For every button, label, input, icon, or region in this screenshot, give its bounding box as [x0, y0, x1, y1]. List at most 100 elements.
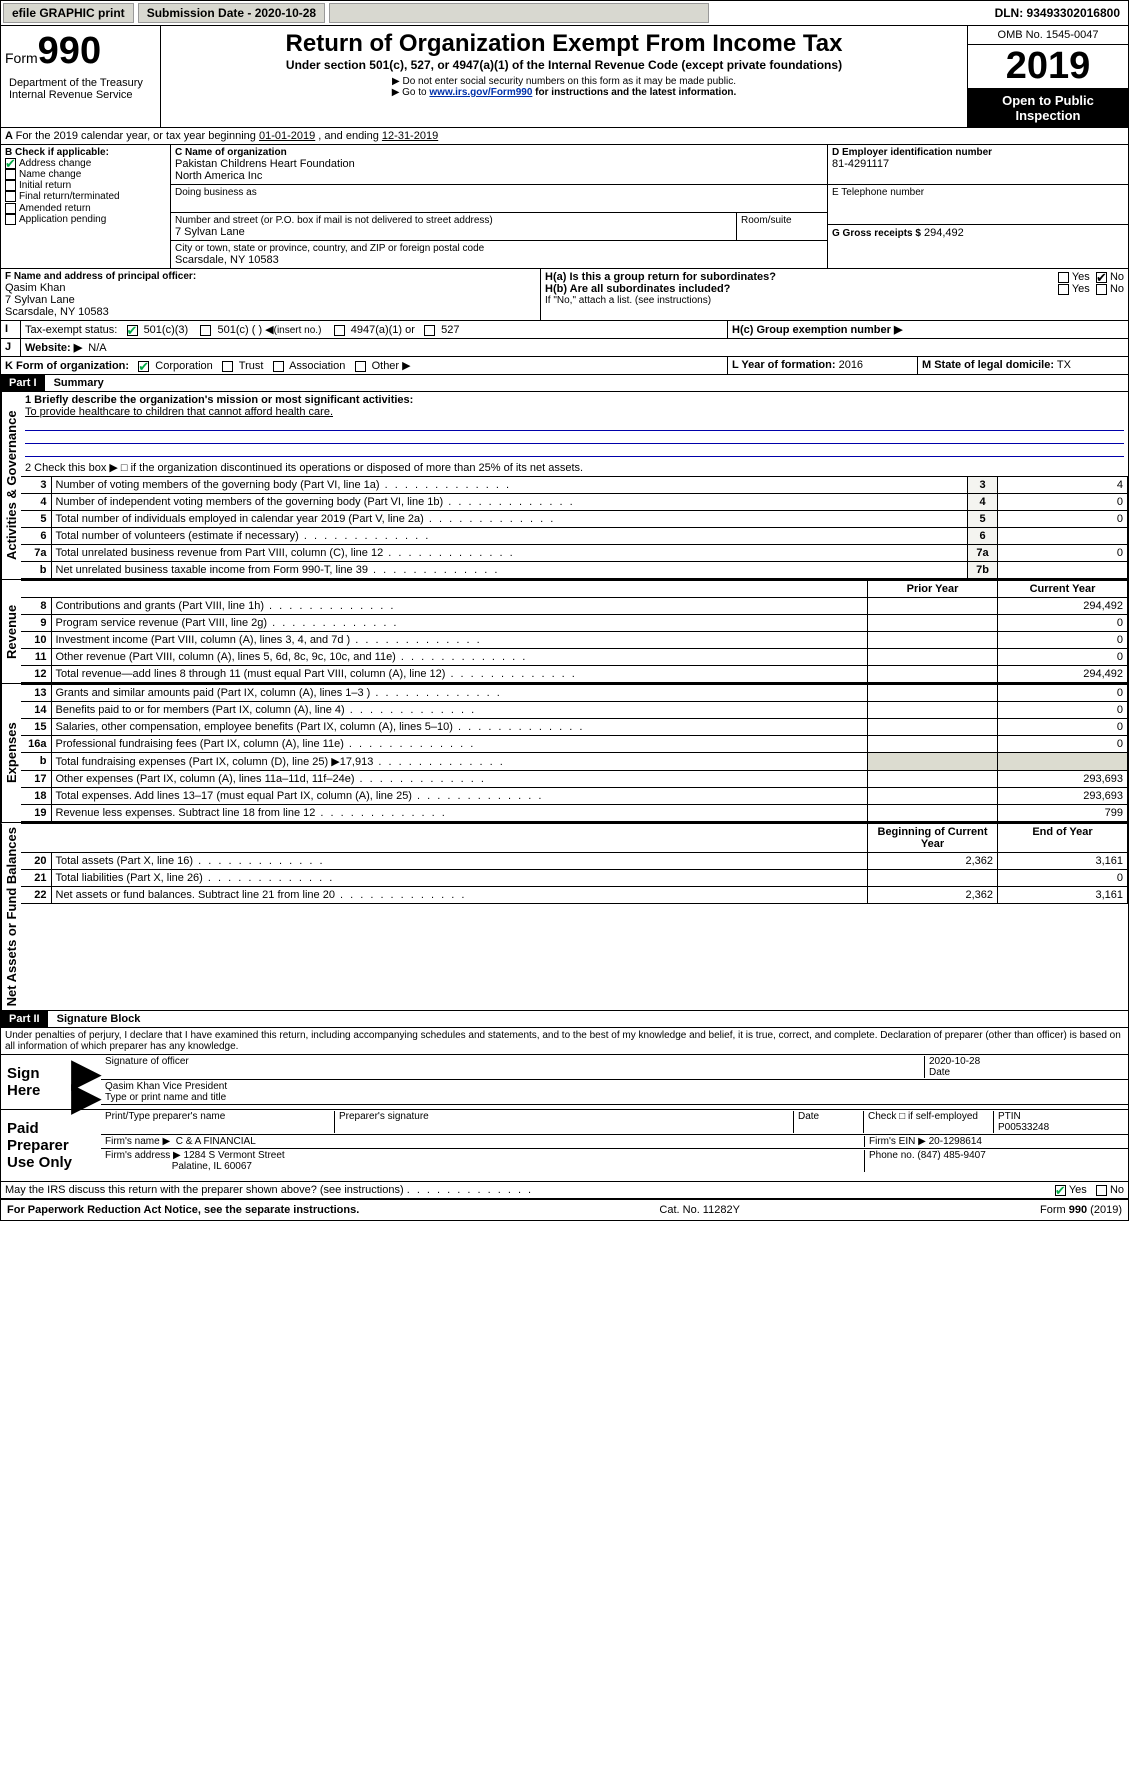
efile-button[interactable]: efile GRAPHIC print: [3, 3, 134, 23]
table-header-row: Prior Year Current Year: [21, 581, 1128, 598]
gross-receipts: 294,492: [924, 227, 964, 239]
table-row: 16a Professional fundraising fees (Part …: [21, 736, 1128, 753]
blank-button[interactable]: [329, 3, 709, 23]
discuss-row: May the IRS discuss this return with the…: [1, 1181, 1128, 1199]
perjury-text: Under penalties of perjury, I declare th…: [1, 1028, 1128, 1054]
open-inspection: Open to Public Inspection: [968, 89, 1128, 127]
sig-date-value: 2020-10-28: [929, 1056, 1124, 1067]
firm-ein: 20-1298614: [929, 1136, 982, 1147]
irs-link[interactable]: www.irs.gov/Form990: [429, 87, 532, 98]
table-row: 3 Number of voting members of the govern…: [21, 477, 1128, 494]
section-f-h: F Name and address of principal officer:…: [1, 269, 1128, 321]
box-f-label: F Name and address of principal officer:: [5, 271, 536, 282]
officer-city: Scarsdale, NY 10583: [5, 306, 536, 318]
street-value: 7 Sylvan Lane: [175, 226, 732, 238]
goto-note: ▶ Go to www.irs.gov/Form990 for instruct…: [165, 87, 963, 98]
firm-addr1: 1284 S Vermont Street: [184, 1150, 285, 1161]
chk-address-change[interactable]: Address change: [5, 158, 166, 169]
website-value: N/A: [88, 342, 106, 354]
ssn-note: ▶ Do not enter social security numbers o…: [165, 76, 963, 87]
table-row: 6 Total number of volunteers (estimate i…: [21, 528, 1128, 545]
table-row: b Total fundraising expenses (Part IX, c…: [21, 753, 1128, 771]
part1-revenue: Revenue Prior Year Current Year8 Contrib…: [1, 580, 1128, 684]
ptin-value: P00533248: [998, 1122, 1124, 1133]
form-footer: For Paperwork Reduction Act Notice, see …: [1, 1199, 1128, 1220]
part-2-header: Part II Signature Block: [1, 1011, 1128, 1028]
part-1-header: Part I Summary: [1, 375, 1128, 392]
ein-value: 81-4291117: [832, 158, 1124, 170]
org-name-1: Pakistan Childrens Heart Foundation: [175, 158, 823, 170]
h-b-note: If "No," attach a list. (see instruction…: [545, 295, 1124, 306]
revenue-table: Prior Year Current Year8 Contributions a…: [21, 580, 1128, 683]
cat-no: Cat. No. 11282Y: [659, 1204, 740, 1216]
submission-date-button[interactable]: Submission Date - 2020-10-28: [138, 3, 325, 23]
h-a-row: H(a) Is this a group return for subordin…: [545, 271, 1124, 283]
h-b-row: H(b) Are all subordinates included? Yes …: [545, 283, 1124, 295]
form-subtitle: Under section 501(c), 527, or 4947(a)(1)…: [165, 58, 963, 72]
table-row: 19 Revenue less expenses. Subtract line …: [21, 805, 1128, 822]
top-toolbar: efile GRAPHIC print Submission Date - 20…: [0, 0, 1129, 26]
table-row: 9 Program service revenue (Part VIII, li…: [21, 615, 1128, 632]
box-b-label: B Check if applicable:: [5, 147, 166, 158]
street-label: Number and street (or P.O. box if mail i…: [175, 215, 732, 226]
self-employed[interactable]: Check □ if self-employed: [864, 1111, 994, 1133]
part1-netassets: Net Assets or Fund Balances Beginning of…: [1, 823, 1128, 1011]
q2-text: 2 Check this box ▶ □ if the organization…: [21, 459, 1128, 476]
paid-preparer-block: Paid Preparer Use Only Print/Type prepar…: [1, 1109, 1128, 1181]
form-title: Return of Organization Exempt From Incom…: [165, 30, 963, 58]
table-row: 18 Total expenses. Add lines 13–17 (must…: [21, 788, 1128, 805]
officer-name: Qasim Khan: [5, 282, 536, 294]
dln-label: DLN: 93493302016800: [995, 6, 1126, 20]
chk-final-return[interactable]: Final return/terminated: [5, 191, 166, 202]
chk-app-pending[interactable]: Application pending: [5, 214, 166, 225]
table-row: 10 Investment income (Part VIII, column …: [21, 632, 1128, 649]
table-row: b Net unrelated business taxable income …: [21, 562, 1128, 579]
part1-governance: Activities & Governance 1 Briefly descri…: [1, 392, 1128, 580]
box-c-name-label: C Name of organization: [175, 147, 823, 158]
table-row: 21 Total liabilities (Part X, line 26) 0: [21, 870, 1128, 887]
section-b-c-d: B Check if applicable: Address change Na…: [1, 145, 1128, 269]
table-row: 15 Salaries, other compensation, employe…: [21, 719, 1128, 736]
tax-year: 2019: [968, 45, 1128, 89]
table-row: 13 Grants and similar amounts paid (Part…: [21, 685, 1128, 702]
chk-amended-return[interactable]: Amended return: [5, 203, 166, 214]
type-name-label: Type or print name and title: [105, 1092, 1124, 1103]
org-name-2: North America Inc: [175, 170, 823, 182]
section-i: I Tax-exempt status: 501(c)(3) 501(c) ( …: [1, 321, 1128, 339]
prep-sig-label: Preparer's signature: [335, 1111, 794, 1133]
box-d-label: D Employer identification number: [832, 147, 1124, 158]
firm-phone: (847) 485-9407: [917, 1150, 985, 1161]
firm-name: C & A FINANCIAL: [176, 1136, 256, 1147]
year-formation: 2016: [839, 359, 863, 371]
sign-arrow-icon: ▶▶: [71, 1055, 101, 1109]
netassets-table: Beginning of Current Year End of Year20 …: [21, 823, 1128, 904]
table-row: 8 Contributions and grants (Part VIII, l…: [21, 598, 1128, 615]
prep-date-label: Date: [794, 1111, 864, 1133]
governance-table: 3 Number of voting members of the govern…: [21, 476, 1128, 579]
chk-initial-return[interactable]: Initial return: [5, 180, 166, 191]
firm-addr2: Palatine, IL 60067: [172, 1161, 252, 1172]
form-ref: Form 990 (2019): [1040, 1204, 1122, 1216]
table-header-row: Beginning of Current Year End of Year: [21, 824, 1128, 853]
vert-netassets: Net Assets or Fund Balances: [1, 823, 21, 1010]
print-name-label: Print/Type preparer's name: [105, 1111, 335, 1133]
vert-revenue: Revenue: [1, 580, 21, 683]
ptin-label: PTIN: [998, 1111, 1124, 1122]
omb-number: OMB No. 1545-0047: [968, 26, 1128, 45]
box-e-label: E Telephone number: [832, 187, 1124, 198]
vert-governance: Activities & Governance: [1, 392, 21, 579]
dba-label: Doing business as: [175, 187, 823, 198]
line-a-tax-year: A For the 2019 calendar year, or tax yea…: [1, 128, 1128, 145]
table-row: 22 Net assets or fund balances. Subtract…: [21, 887, 1128, 904]
box-g-label: G Gross receipts $: [832, 228, 921, 239]
table-row: 14 Benefits paid to or for members (Part…: [21, 702, 1128, 719]
sig-date-label: Date: [929, 1067, 1124, 1078]
form-header: Form990 Department of the Treasury Inter…: [1, 26, 1128, 128]
sign-here-block: Sign Here ▶▶ Signature of officer 2020-1…: [1, 1054, 1128, 1109]
officer-street: 7 Sylvan Lane: [5, 294, 536, 306]
form-number: Form990: [5, 30, 156, 73]
chk-name-change[interactable]: Name change: [5, 169, 166, 180]
officer-printed-name: Qasim Khan Vice President: [105, 1081, 1124, 1092]
paperwork-notice: For Paperwork Reduction Act Notice, see …: [7, 1204, 359, 1216]
room-label: Room/suite: [741, 215, 823, 226]
